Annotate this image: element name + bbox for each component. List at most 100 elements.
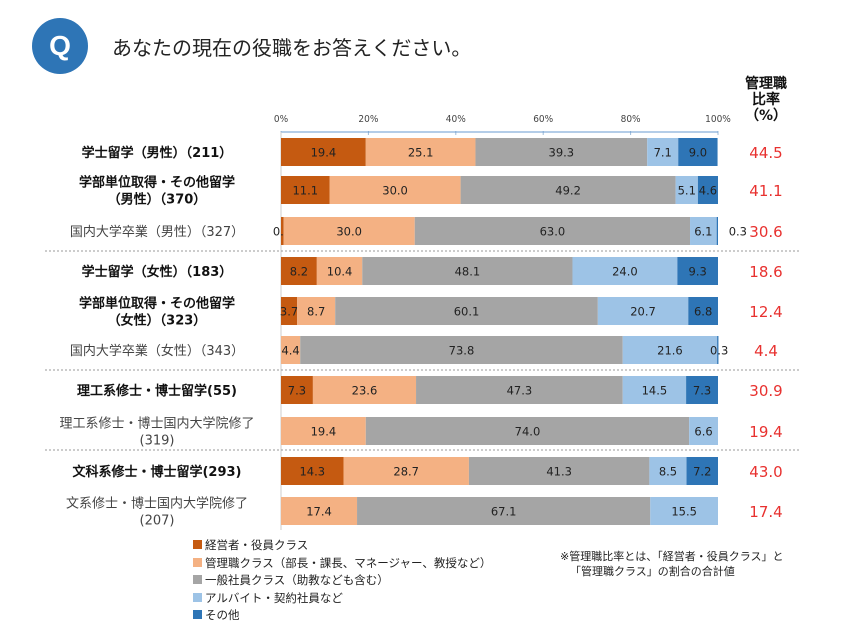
bar-segment <box>688 297 718 325</box>
data-label: 24.0 <box>612 265 638 279</box>
bar-segment <box>281 217 284 245</box>
x-tick-label: 0% <box>274 114 289 125</box>
bar-segment <box>416 376 623 404</box>
bar-segment <box>281 176 330 204</box>
data-label: 47.3 <box>507 384 533 398</box>
bar-segment <box>281 336 301 364</box>
data-label: 7.2 <box>693 465 711 479</box>
manager-ratio-value: 30.6 <box>749 223 782 241</box>
data-label: 10.4 <box>327 265 353 279</box>
legend-label: その他 <box>205 608 240 622</box>
bar-segment <box>414 217 691 245</box>
bar-segment <box>281 297 298 325</box>
category-label: （男性）（370） <box>108 192 207 208</box>
manager-ratio-value: 4.4 <box>754 342 778 360</box>
note-line: 「管理職クラス」の割合の合計値 <box>570 565 735 578</box>
bar-segment <box>649 457 687 485</box>
bar-segment <box>357 497 651 525</box>
legend-item: アルバイト・契約社員など <box>193 590 491 608</box>
bar-segment <box>686 376 718 404</box>
data-label: 67.1 <box>491 505 517 519</box>
bar-segment <box>690 217 717 245</box>
data-label: 14.5 <box>642 384 668 398</box>
category-label: 文科系修士・博士留学(293) <box>72 464 241 480</box>
legend-item: その他 <box>193 607 491 625</box>
data-label: 8.5 <box>659 465 677 479</box>
category-label: 学部単位取得・その他留学 <box>79 296 235 312</box>
data-label: 25.1 <box>408 146 434 160</box>
data-label: 23.6 <box>352 384 378 398</box>
bar-segment <box>717 336 719 364</box>
data-label: 0.3 <box>710 344 728 358</box>
manager-ratio-value: 30.9 <box>749 382 782 400</box>
bar-segment <box>283 217 415 245</box>
manager-ratio-value: 19.4 <box>749 423 782 441</box>
bar-segment <box>281 138 366 166</box>
bar-segment <box>686 457 718 485</box>
data-label: 9.3 <box>689 265 707 279</box>
data-label: 14.3 <box>299 465 325 479</box>
legend-item: 経営者・役員クラス <box>193 537 491 555</box>
legend-item: 一般社員クラス（助教なども含む） <box>193 572 491 590</box>
bar-segment <box>329 176 461 204</box>
bar-segment <box>675 176 698 204</box>
bar-segment <box>300 336 623 364</box>
bar-segment <box>716 217 718 245</box>
data-label: 15.5 <box>671 505 697 519</box>
bar-segment <box>647 138 679 166</box>
bar-segment <box>281 457 344 485</box>
x-tick-label: 40% <box>446 114 466 125</box>
bar-segment <box>343 457 469 485</box>
data-label: 21.6 <box>657 344 683 358</box>
x-tick-label: 100% <box>705 114 731 125</box>
legend-item: 管理職クラス（部長・課長、マネージャー、教授など） <box>193 555 491 573</box>
bar-segment <box>622 336 718 364</box>
x-tick-label: 80% <box>621 114 641 125</box>
category-label: 理工系修士・博士国内大学院修了 <box>59 416 254 432</box>
legend-swatch <box>193 575 202 584</box>
bar-segment <box>689 417 718 445</box>
bar-segment <box>650 497 718 525</box>
data-label: 0.3 <box>729 225 747 239</box>
data-label: 6.8 <box>694 305 712 319</box>
bar-segment <box>297 297 336 325</box>
question-badge: Q <box>32 18 88 74</box>
bar-segment <box>460 176 676 204</box>
manager-ratio-value: 12.4 <box>749 303 782 321</box>
x-tick-label: 60% <box>533 114 553 125</box>
bar-segment <box>475 138 648 166</box>
bar-segment <box>468 457 650 485</box>
manager-ratio-value: 17.4 <box>749 503 782 521</box>
category-label: 学士留学（女性）（183） <box>82 264 233 280</box>
category-label: 文系修士・博士国内大学院修了 <box>66 496 248 512</box>
manager-ratio-value: 41.1 <box>749 182 782 200</box>
legend-swatch <box>193 540 202 549</box>
legend-swatch <box>193 610 202 619</box>
legend-label: 管理職クラス（部長・課長、マネージャー、教授など） <box>205 555 492 570</box>
legend-label: 経営者・役員クラス <box>205 538 309 552</box>
bar-segment <box>281 376 313 404</box>
data-label: 8.7 <box>307 305 325 319</box>
bar-segment <box>335 297 598 325</box>
manager-ratio-value: 44.5 <box>749 144 782 162</box>
note-line: ※管理職比率とは、「経営者・役員クラス」と <box>560 550 784 563</box>
ratio-header: 比率 <box>752 91 780 108</box>
bar-segment <box>697 176 718 204</box>
question-title: あなたの現在の役職をお答えください。 <box>112 36 472 60</box>
data-label: 4.4 <box>281 344 299 358</box>
bar-segment <box>677 257 718 285</box>
category-label: 学部単位取得・その他留学 <box>79 175 235 191</box>
data-label: 7.3 <box>693 384 711 398</box>
manager-ratio-value: 18.6 <box>749 263 782 281</box>
question-badge-letter: Q <box>49 30 71 61</box>
category-label: 国内大学卒業（女性）（343） <box>70 343 244 359</box>
bar-segment <box>365 138 476 166</box>
data-label: 4.6 <box>699 184 717 198</box>
data-label: 30.0 <box>336 225 362 239</box>
legend-label: 一般社員クラス（助教なども含む） <box>205 573 389 587</box>
data-label: 19.4 <box>311 146 337 160</box>
legend-swatch <box>193 592 202 602</box>
data-label: 39.3 <box>549 146 575 160</box>
bar-segment <box>365 417 690 445</box>
data-label: 9.0 <box>689 146 707 160</box>
